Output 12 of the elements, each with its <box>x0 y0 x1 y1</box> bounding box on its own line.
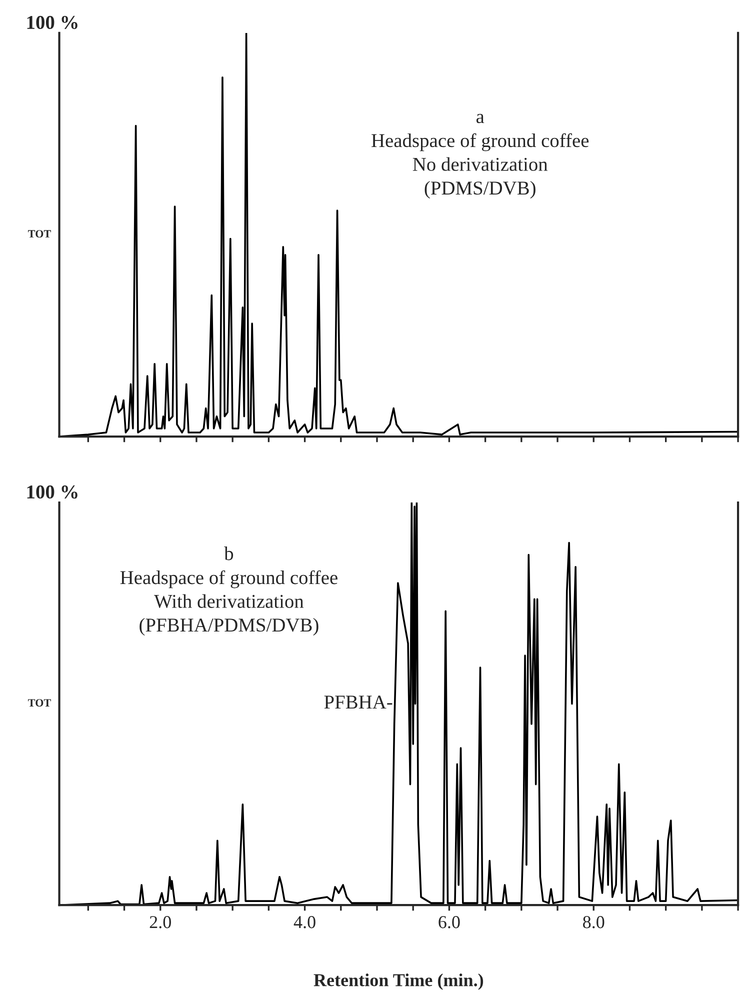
y-axis-title: TOT <box>28 230 51 238</box>
x-tick-label: 4.0 <box>294 916 316 928</box>
text: 100 % <box>27 16 78 30</box>
x-axis-title: Retention Time (min.) <box>314 974 484 990</box>
annotation: b Headspace of ground coffee With derivatization (PFBHA/PDMS/DVB) <box>120 546 338 636</box>
y-axis-title: TOT <box>28 699 51 707</box>
x-tick-label: 6.0 <box>438 916 460 928</box>
x-tick-label: 2.0 <box>150 916 171 928</box>
x-tick-label: 8.0 <box>583 916 604 928</box>
annotation: a Headspace of ground coffee No derivatization (PDMS/DVB) <box>372 114 589 199</box>
annotation: PFBHA- <box>324 696 392 709</box>
text: 100 % <box>27 485 78 499</box>
